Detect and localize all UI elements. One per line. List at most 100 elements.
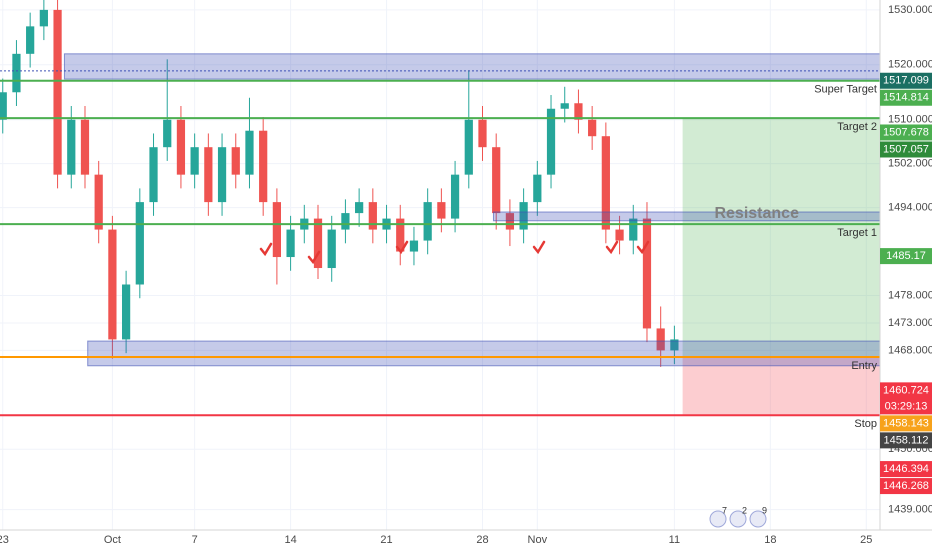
price-tag-label: 1458.112 (883, 434, 928, 446)
candle-body (409, 240, 419, 252)
axes: 1530.000 1520.000 1510.000 1502.000 1494.000… (0, 4, 932, 546)
level-label: Target 1 (837, 227, 877, 239)
candle-body (464, 119, 473, 175)
candle-body (450, 174, 460, 219)
candle-body (670, 339, 679, 351)
candle-body (560, 103, 569, 109)
candle-body (656, 328, 665, 351)
y-tick-label: 1439.000 (888, 504, 932, 516)
candle-body (546, 108, 556, 175)
check-mark (259, 242, 273, 257)
zone (87, 340, 880, 367)
candle-body (533, 174, 542, 203)
candle-body (204, 147, 213, 203)
candle-body (26, 26, 35, 54)
level-label: Super Target (814, 84, 877, 96)
x-tick-label: 11 (669, 534, 680, 546)
event-icon (749, 510, 767, 528)
candle-body (135, 202, 144, 285)
price-tag (880, 415, 932, 432)
x-tick-label: Oct (104, 534, 121, 546)
candle-body (53, 9, 62, 175)
check-mark (605, 240, 619, 255)
x-tick-label: 21 (380, 534, 392, 546)
price-tag (880, 89, 932, 106)
candle-body (67, 119, 76, 175)
event-icon (709, 510, 727, 528)
candle-body (217, 147, 227, 203)
target-zone (682, 118, 880, 357)
price-tag-label: 1458.143 (883, 417, 929, 429)
y-tick-label: 1530.000 (888, 4, 932, 16)
candle-body (615, 229, 624, 241)
candle-body (642, 218, 652, 329)
candle-body (313, 218, 323, 269)
candle-body (190, 147, 199, 175)
price-tag-label: 1446.394 (883, 463, 929, 475)
candle-body (368, 202, 377, 230)
level-label: Stop (854, 418, 877, 430)
price-tag (880, 382, 932, 415)
x-tick-label: 23 (0, 534, 9, 546)
price-tag-label: 1514.814 (883, 92, 929, 104)
candle-body (396, 218, 405, 252)
check-marks (259, 240, 650, 265)
candle-body (245, 130, 254, 175)
candle-body (80, 119, 90, 175)
candle-body (12, 53, 21, 93)
check-mark (395, 240, 409, 255)
event-count: 2 (742, 505, 747, 515)
price-tag (880, 461, 932, 478)
level-label: Target 2 (837, 121, 877, 133)
price-tag-label: 1485.17 (886, 250, 926, 262)
event-count: 7 (722, 505, 727, 515)
candle-body (629, 218, 638, 241)
candle-body (121, 284, 131, 340)
price-tag (880, 141, 932, 158)
candle-body (574, 103, 583, 120)
y-tick-label: 1510.000 (888, 114, 932, 126)
price-tag-label: 1446.268 (883, 480, 929, 492)
candle-body (341, 213, 350, 230)
grid (0, 0, 880, 530)
candle-body (259, 130, 268, 203)
x-tick-label: 28 (476, 534, 488, 546)
candle-body (601, 136, 610, 230)
check-mark (307, 250, 321, 265)
stop-zone (682, 356, 880, 416)
y-tick-label: 1468.000 (888, 344, 932, 356)
candle-body (231, 147, 240, 175)
event-icon (729, 510, 747, 528)
x-tick-label: 25 (860, 534, 872, 546)
check-mark (532, 240, 546, 255)
candle-body (588, 119, 597, 137)
x-tick-label: Nov (528, 534, 548, 546)
candle-body (0, 92, 7, 120)
price-tag (880, 432, 932, 449)
y-tick-label: 1494.000 (888, 202, 932, 214)
x-tick-label: 7 (192, 534, 198, 546)
level-label: Entry (851, 360, 877, 372)
x-tick-label: 14 (284, 534, 296, 546)
zone (63, 53, 880, 80)
event-count: 9 (762, 505, 767, 515)
y-tick-label: 1478.000 (888, 289, 932, 301)
candle-body (39, 9, 48, 27)
price-tag-label: 1460.724 (883, 384, 929, 396)
price-tag (880, 72, 932, 89)
candle-body (519, 202, 528, 230)
candle-body (108, 229, 117, 340)
candle-body (478, 119, 487, 148)
y-tick-label: 1502.000 (888, 158, 932, 170)
candle-body (423, 202, 432, 241)
price-tag-label: 1507.057 (883, 143, 929, 155)
candle-body (355, 202, 364, 214)
zone (492, 211, 880, 222)
countdown: 03:29:13 (885, 400, 928, 412)
y-tick-label: 1520.000 (888, 59, 932, 71)
x-tick-label: 18 (764, 534, 776, 546)
candle-body (492, 147, 501, 214)
candle-body (327, 229, 336, 269)
candle-body (163, 119, 172, 148)
